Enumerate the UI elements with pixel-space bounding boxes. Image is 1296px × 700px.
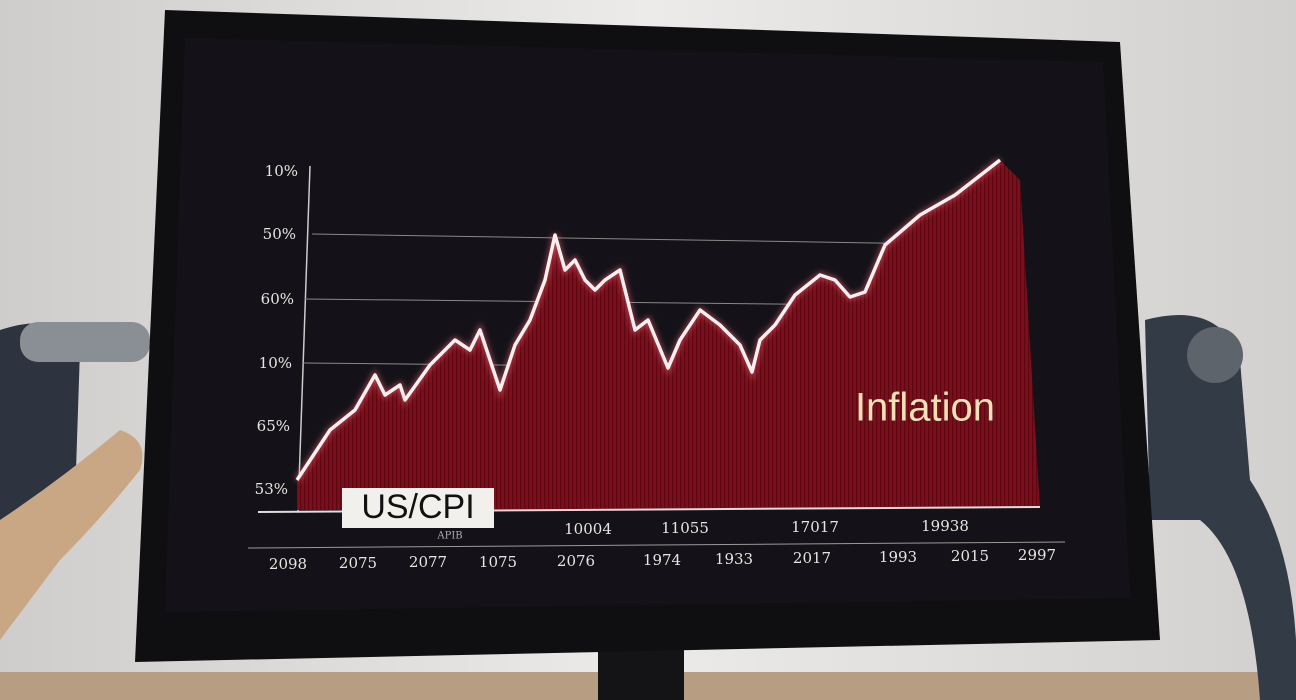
area [297, 160, 1040, 510]
x-axis-lower [247, 541, 1066, 549]
y-label: 53% [255, 480, 288, 498]
y-label: 10% [265, 162, 298, 180]
lower-label: 2075 [339, 554, 377, 572]
nozzle-left [20, 322, 150, 362]
y-axis [297, 165, 311, 513]
lower-label: 2077 [409, 553, 447, 571]
grid-line [311, 233, 941, 245]
lower-label: 2015 [951, 547, 989, 565]
subtitle: APIB [436, 531, 462, 542]
upper-label: 11055 [661, 519, 709, 537]
title: US/CPI [361, 488, 474, 526]
lower-label: 1993 [879, 548, 917, 566]
fuel-pump-right [1145, 315, 1296, 700]
monitor-stand [598, 650, 684, 700]
y-label: 65% [257, 417, 290, 435]
annotation: Inflation [855, 386, 995, 430]
lower-label: 2098 [269, 555, 307, 573]
title-box [342, 488, 494, 528]
lower-label: 1933 [715, 550, 753, 568]
hand [0, 430, 143, 640]
line [295, 158, 1002, 481]
lower-label: 1075 [479, 553, 517, 571]
lower-label: 1974 [643, 551, 681, 569]
fuel-pump-left [0, 323, 80, 520]
lower-label: 2997 [1018, 546, 1056, 564]
y-label: 10% [259, 354, 292, 372]
chart [247, 157, 1066, 549]
upper-label: 17017 [791, 518, 839, 536]
pump-gauge [1187, 327, 1243, 383]
y-label: 50% [263, 225, 296, 243]
upper-label: 19938 [921, 517, 969, 535]
lower-label: 2017 [793, 549, 831, 567]
y-label: 60% [261, 290, 294, 308]
lower-label: 2076 [557, 552, 595, 570]
upper-label: 10004 [564, 520, 612, 538]
